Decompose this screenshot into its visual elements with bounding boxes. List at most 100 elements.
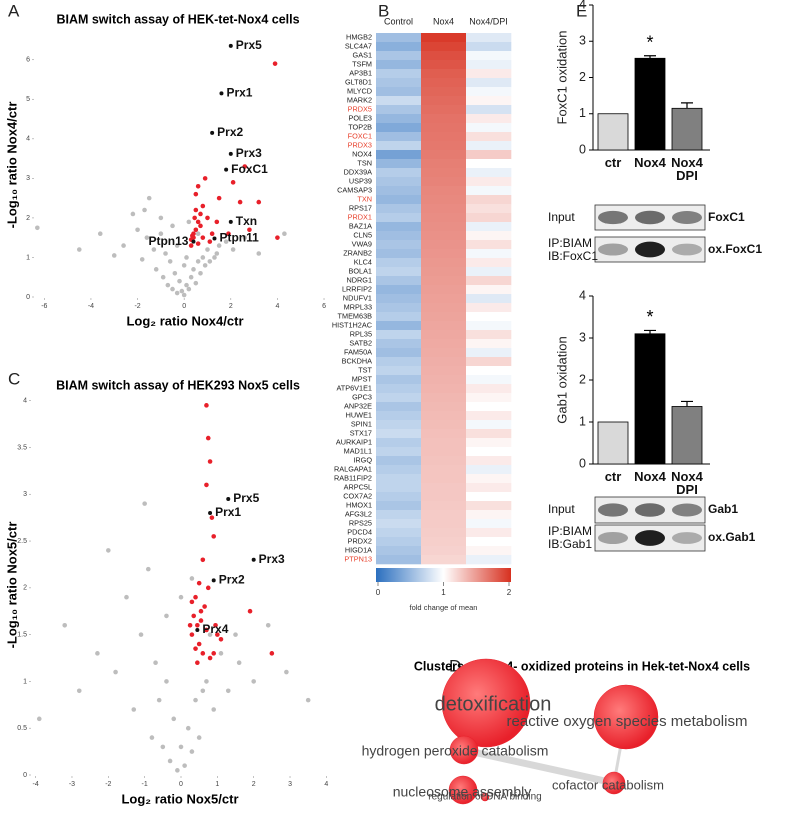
- heatmap-cell: [421, 357, 467, 367]
- y-tick-label: 3: [579, 34, 586, 48]
- data-point: [198, 223, 203, 229]
- y-tick-label: 2: [579, 372, 586, 386]
- data-point: [167, 259, 173, 264]
- point-label: Prx3: [259, 552, 285, 566]
- network-node: [449, 735, 479, 765]
- data-point: [76, 688, 82, 694]
- bar: [634, 333, 666, 465]
- bar: [671, 107, 703, 151]
- heatmap-cell: [466, 348, 512, 358]
- heatmap-cell: [421, 519, 467, 529]
- data-point: [172, 270, 178, 276]
- row-label: STX17: [350, 428, 372, 437]
- data-point: [178, 744, 184, 750]
- heatmap-cell: [376, 159, 422, 169]
- data-point: [153, 660, 158, 666]
- heatmap-cell: [421, 429, 467, 439]
- data-point: [218, 651, 224, 656]
- heatmap-cell: [376, 474, 422, 484]
- data-point: [205, 435, 211, 441]
- data-point: [174, 290, 180, 296]
- data-point: [214, 219, 220, 225]
- heatmap-cell: [421, 366, 467, 376]
- heatmap-cell: [466, 177, 512, 187]
- row-label: PRDX3: [348, 140, 372, 149]
- data-point: [193, 646, 198, 651]
- heatmap-cell: [376, 366, 422, 376]
- heatmap-cell: [421, 321, 467, 331]
- heatmap-cell: [376, 285, 422, 295]
- data-point: [198, 618, 204, 623]
- x-tick-label: 0: [182, 303, 186, 310]
- heatmap-cell: [421, 555, 467, 565]
- heatmap-cell: [421, 420, 467, 430]
- heatmap-cell: [466, 33, 512, 43]
- heatmap-cell: [466, 150, 512, 160]
- point-label: Prx1: [226, 86, 252, 100]
- row-label: MRPL33: [344, 302, 372, 311]
- heatmap-cell: [376, 537, 422, 547]
- blot-band: [672, 211, 702, 224]
- heatmap-cell: [421, 195, 467, 205]
- node-label: reactive oxygen species metabolism: [507, 713, 748, 730]
- data-point: [76, 247, 82, 252]
- row-label: BAZ1A: [349, 221, 372, 230]
- heatmap-cell: [421, 78, 467, 88]
- row-label: ARPC5L: [344, 482, 372, 491]
- error-bar: [644, 329, 656, 334]
- heatmap-cell: [421, 483, 467, 493]
- data-point: [190, 233, 195, 239]
- data-point: [189, 632, 195, 637]
- heatmap-cell: [376, 429, 422, 439]
- x-tick-label: 3: [288, 781, 292, 788]
- y-tick-label: 0: [23, 772, 27, 779]
- data-point: [186, 286, 192, 292]
- panel-letter: E: [576, 1, 587, 20]
- data-point: [223, 239, 229, 244]
- data-point: [181, 292, 187, 298]
- data-point: [193, 207, 199, 213]
- data-point: [149, 735, 155, 740]
- data-point: [195, 622, 200, 628]
- y-tick-label: 4: [579, 288, 586, 302]
- heatmap-cell: [376, 69, 422, 79]
- heatmap-cell: [376, 213, 422, 223]
- heatmap-cell: [376, 294, 422, 304]
- heatmap-cell: [421, 141, 467, 151]
- data-point: [205, 247, 210, 252]
- heatmap-cell: [376, 420, 422, 430]
- x-tick-label: -4: [88, 303, 94, 310]
- heatmap-cell: [466, 168, 512, 178]
- blot-row-label: IP:BIAM IB:FoxC1: [548, 235, 599, 263]
- data-point: [198, 211, 203, 217]
- heatmap-cell: [466, 312, 512, 322]
- data-point: [195, 241, 201, 246]
- x-axis-title: Log₂ ratio Nox4/ctr: [126, 313, 243, 328]
- row-label: MLYCD: [347, 86, 372, 95]
- data-point: [211, 534, 217, 539]
- data-point: [193, 697, 198, 703]
- heatmap-cell: [376, 555, 422, 565]
- data-point: [198, 608, 204, 614]
- point-label: Prx5: [233, 491, 259, 505]
- data-point: [204, 403, 209, 408]
- row-label: ATP6V1E1: [336, 383, 372, 392]
- row-label: AFG3L2: [345, 509, 372, 518]
- heatmap-cell: [466, 402, 512, 412]
- data-point: [192, 215, 197, 221]
- heatmap-cell: [376, 465, 422, 475]
- heatmap-cell: [421, 501, 467, 511]
- data-point: [158, 231, 164, 237]
- node-label: detoxification: [435, 693, 552, 715]
- x-tick-label: 1: [215, 781, 219, 788]
- heatmap-cell: [466, 519, 512, 529]
- heatmap-cell: [421, 258, 467, 268]
- row-label: AURKAIP1: [336, 437, 372, 446]
- row-label: RAB11FIP2: [334, 473, 372, 482]
- heatmap-cell: [466, 141, 512, 151]
- heatmap-cell: [376, 447, 422, 457]
- heatmap-cell: [421, 528, 467, 538]
- heatmap-cell: [376, 132, 422, 142]
- y-tick-label: 0: [26, 294, 30, 301]
- row-label: TSN: [357, 158, 372, 167]
